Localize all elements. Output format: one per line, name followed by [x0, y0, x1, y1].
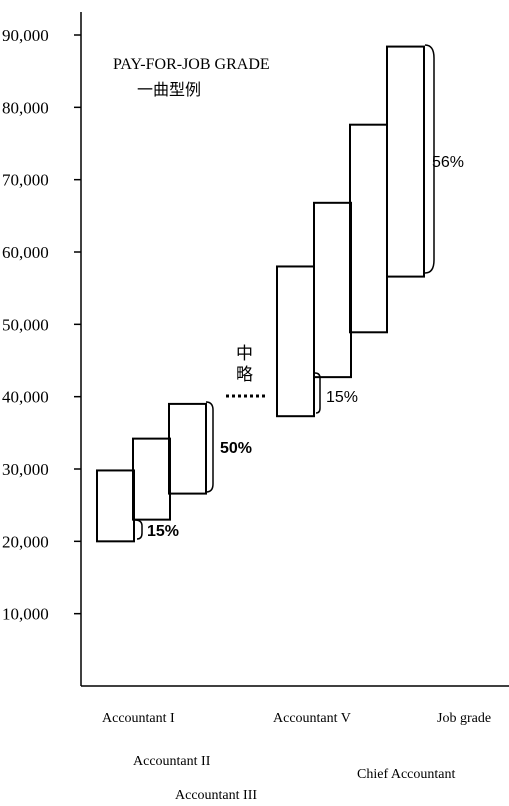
- grade-bar: [168, 402, 207, 495]
- y-tick-label: 70,000: [2, 171, 49, 190]
- category-label-chief-accountant: Chief Accountant: [357, 767, 455, 782]
- y-tick-label: 30,000: [2, 460, 49, 479]
- gap-marker: 中 略: [226, 344, 266, 398]
- y-tick-label: 20,000: [2, 532, 49, 551]
- grade-bar: [386, 45, 425, 278]
- y-tick-label: 90,000: [2, 26, 49, 45]
- y-tick-label: 10,000: [2, 605, 49, 624]
- gap-label-char-1: 中: [236, 344, 253, 363]
- category-label-accountant-v: Accountant V: [273, 711, 351, 726]
- grade-bar: [276, 265, 315, 418]
- x-axis-label: Job grade: [437, 711, 491, 726]
- pct-label-4: 56%: [432, 154, 464, 171]
- bracket-56pct: [424, 44, 435, 274]
- y-tick-label: 80,000: [2, 98, 49, 117]
- category-label-accountant-iii: Accountant III: [175, 788, 257, 803]
- bracket-15pct-left: [134, 519, 143, 540]
- chart-subtitle: 一曲型例: [137, 81, 201, 99]
- chart-title: PAY-FOR-JOB GRADE: [113, 56, 270, 73]
- grade-bar: [96, 469, 135, 543]
- range-brackets: [134, 44, 435, 540]
- y-tick-label: 40,000: [2, 388, 49, 407]
- pct-label-3: 15%: [326, 389, 358, 406]
- grade-bar: [132, 437, 171, 521]
- gap-label-char-2: 略: [236, 365, 253, 384]
- pct-label-2: 50%: [220, 440, 252, 457]
- category-label-accountant-i: Accountant I: [102, 711, 175, 726]
- pct-label-1: 15%: [147, 523, 179, 540]
- y-tick-label: 60,000: [2, 243, 49, 262]
- grade-bar: [349, 123, 388, 334]
- grade-bars: [96, 45, 425, 543]
- bracket-15pct-right: [314, 372, 321, 414]
- y-tick-label: 50,000: [2, 315, 49, 334]
- bracket-50pct: [205, 401, 214, 493]
- category-label-accountant-ii: Accountant II: [133, 754, 211, 769]
- y-ticks: 10,000 20,000 30,000 40,000 50,000 60,000 70,0…: [2, 26, 81, 624]
- grade-bar: [313, 201, 352, 379]
